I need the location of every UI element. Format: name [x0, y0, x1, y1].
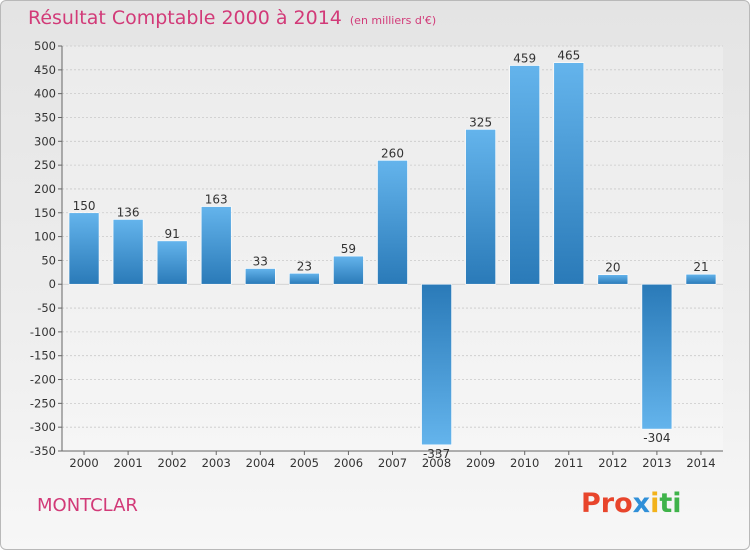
chart-title-unit: (en milliers d'€)	[349, 14, 437, 27]
y-tick-label: 450	[34, 63, 56, 77]
data-label: 21	[693, 260, 708, 274]
labels: 500450400350300250200150100500-50-100-15…	[30, 39, 716, 470]
logo-part-1: Pro	[581, 488, 633, 519]
logo-part-2: x	[632, 488, 651, 519]
data-label: 136	[117, 205, 140, 219]
data-label: 325	[469, 115, 492, 129]
bar-2003	[200, 206, 232, 285]
data-label: 23	[297, 259, 312, 273]
logo-part-4: ti	[659, 488, 682, 519]
bar-2008	[421, 283, 452, 446]
y-tick-label: -100	[30, 325, 56, 339]
y-tick-label: -300	[30, 420, 56, 434]
x-tick-label: 2012	[598, 456, 627, 470]
y-tick-label: 500	[34, 39, 56, 53]
y-tick-label: 300	[34, 134, 56, 148]
data-label: 150	[73, 199, 96, 213]
bar-2001	[112, 219, 144, 285]
chart-title: Résultat Comptable 2000 à 2014 (en millie…	[28, 7, 436, 29]
y-tick-label: -150	[30, 349, 56, 363]
data-label: 260	[381, 146, 404, 160]
x-tick-label: 2002	[158, 456, 187, 470]
bar-2012	[597, 274, 629, 285]
x-tick-label: 2001	[113, 456, 142, 470]
y-tick-label: 50	[41, 253, 56, 267]
y-tick-label: 200	[34, 182, 56, 196]
x-tick-label: 2003	[202, 456, 231, 470]
bar-2009	[465, 129, 496, 285]
data-label: -337	[423, 447, 450, 461]
y-tick-label: 100	[34, 230, 56, 244]
data-label: 33	[253, 255, 268, 269]
y-tick-label: -50	[37, 301, 56, 315]
y-tick-label: 250	[34, 158, 56, 172]
x-tick-label: 2000	[69, 456, 98, 470]
bar-2002	[156, 240, 188, 285]
x-tick-label: 2014	[686, 456, 715, 470]
data-label: 91	[165, 227, 180, 241]
bar-2005	[289, 272, 320, 285]
bar-2010	[509, 65, 541, 285]
x-tick-label: 2010	[510, 456, 539, 470]
y-tick-label: 400	[34, 87, 56, 101]
y-tick-label: -200	[30, 373, 56, 387]
x-tick-label: 2008	[422, 456, 451, 470]
data-label: 465	[557, 49, 580, 63]
y-tick-label: 350	[34, 110, 56, 124]
x-tick-label: 2006	[334, 456, 363, 470]
bar-2014	[685, 273, 717, 285]
city-name: MONTCLAR	[37, 495, 138, 516]
data-label: 59	[341, 242, 356, 256]
y-tick-label: 0	[49, 277, 56, 291]
y-tick-label: -250	[30, 396, 56, 410]
bar-2011	[553, 62, 585, 285]
axes	[61, 46, 723, 452]
x-tick-label: 2004	[246, 456, 275, 470]
bar-2013	[641, 283, 673, 430]
bar-2007	[377, 160, 408, 285]
x-tick-label: 2011	[554, 456, 583, 470]
data-label: 459	[513, 52, 536, 66]
data-label: -304	[643, 431, 670, 445]
y-tick-label: 150	[34, 206, 56, 220]
chart-title-main: Résultat Comptable 2000 à 2014	[28, 7, 342, 29]
bars	[68, 62, 717, 446]
x-tick-label: 2007	[378, 456, 407, 470]
x-tick-label: 2005	[290, 456, 319, 470]
proxiti-logo[interactable]: Proxiti	[581, 488, 682, 519]
logo-part-3: i	[650, 488, 660, 519]
y-tick-label: -350	[30, 444, 56, 458]
data-label: 163	[205, 193, 228, 207]
x-tick-label: 2009	[466, 456, 495, 470]
bar-2000	[68, 212, 100, 285]
bar-2006	[333, 255, 364, 285]
x-tick-label: 2013	[642, 456, 671, 470]
data-label: 20	[605, 261, 620, 275]
bar-2004	[245, 268, 276, 285]
